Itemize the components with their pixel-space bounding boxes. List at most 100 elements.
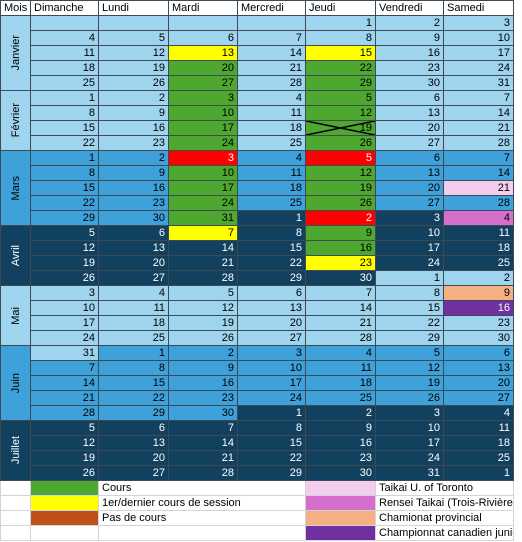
day-cell: 18: [98, 315, 169, 331]
day-cell: 5: [305, 150, 376, 166]
day-cell: 20: [375, 180, 444, 196]
month-label: Juin: [9, 372, 22, 394]
day-cell: 19: [30, 450, 99, 466]
legend-empty: [0, 510, 31, 526]
day-cell: 6: [375, 150, 444, 166]
day-cell: 3: [30, 285, 99, 301]
day-cell: 16: [305, 435, 376, 451]
legend-swatch: [305, 495, 376, 511]
day-cell: 5: [305, 90, 376, 106]
column-header: Mois: [0, 0, 31, 16]
day-cell: 14: [168, 240, 238, 256]
day-cell: 4: [98, 285, 169, 301]
day-cell: 4: [237, 90, 306, 106]
legend-row: Championnat canadien junior: [0, 525, 514, 541]
day-cell: 1: [443, 465, 514, 481]
day-cell: 19: [168, 315, 238, 331]
day-cell: 15: [98, 375, 169, 391]
day-cell: 6: [443, 345, 514, 361]
day-cell: 5: [168, 285, 238, 301]
day-cell: 15: [375, 300, 444, 316]
day-cell: 27: [237, 330, 306, 346]
day-cell: 22: [237, 255, 306, 271]
day-cell: 10: [443, 30, 514, 46]
day-cell: 22: [30, 135, 99, 151]
empty-day: [237, 15, 306, 31]
month-cell: Janvier: [0, 15, 31, 91]
day-cell: 30: [98, 210, 169, 226]
day-cell: 17: [443, 45, 514, 61]
legend-swatch: [305, 510, 376, 526]
day-cell: 27: [375, 135, 444, 151]
week-row: Juillet 5 6 7 8 9 10 11: [0, 420, 514, 481]
day-cell: 17: [168, 120, 238, 136]
day-cell: 2: [305, 210, 376, 226]
day-cell: 27: [168, 75, 238, 91]
day-cell: 30: [305, 270, 376, 286]
day-cell: 29: [30, 210, 99, 226]
day-cell: 26: [305, 135, 376, 151]
week-row: 7 8 9 10 11 12 13: [1, 360, 514, 376]
day-cell: 10: [30, 300, 99, 316]
cross-mark: [306, 121, 375, 135]
day-cell: 6: [98, 420, 169, 436]
day-cell: 18: [305, 375, 376, 391]
legend-swatch: [30, 525, 99, 541]
day-cell: 31: [168, 210, 238, 226]
day-cell: 12: [30, 240, 99, 256]
day-cell: 13: [98, 435, 169, 451]
day-cell: 27: [375, 195, 444, 211]
day-cell: 28: [168, 465, 238, 481]
day-cell: 15: [30, 120, 99, 136]
day-cell: 21: [443, 180, 514, 196]
day-cell: 13: [375, 105, 444, 121]
day-cell: 13: [443, 360, 514, 376]
week-row: 28 29 30 1 2 3 4: [1, 405, 514, 421]
day-cell: 13: [375, 165, 444, 181]
day-cell: 8: [98, 360, 169, 376]
week-row: Mai 3 4 5 6 7 8 9: [0, 285, 514, 346]
legend-row: Cours Taikai U. of Toronto: [0, 480, 514, 496]
day-cell: 1: [237, 210, 306, 226]
day-cell: 11: [30, 45, 99, 61]
day-cell: 26: [375, 390, 444, 406]
day-cell: 23: [305, 450, 376, 466]
month-label: Mai: [9, 306, 22, 325]
day-cell: 12: [168, 300, 238, 316]
day-cell: 5: [30, 225, 99, 241]
day-cell: 8: [30, 105, 99, 121]
day-cell: 31: [443, 75, 514, 91]
day-cell: 7: [237, 30, 306, 46]
day-cell: 5: [375, 345, 444, 361]
empty-day: [98, 15, 169, 31]
day-cell: 8: [237, 420, 306, 436]
day-cell: 30: [168, 405, 238, 421]
week-row: 24 25 26 27 28 29 30: [1, 330, 514, 346]
month-cell: Février: [0, 90, 31, 151]
day-cell: 25: [98, 330, 169, 346]
day-cell: 4: [237, 150, 306, 166]
day-cell: 16: [443, 300, 514, 316]
day-cell: 25: [237, 135, 306, 151]
column-header: Lundi: [98, 0, 169, 16]
day-cell: 11: [237, 165, 306, 181]
day-cell: 28: [237, 75, 306, 91]
week-row: Avril 5 6 7 8 9 10 11: [0, 225, 514, 286]
day-cell: 31: [30, 345, 99, 361]
day-cell: 14: [305, 300, 376, 316]
day-cell: 24: [30, 330, 99, 346]
legend-label: Rensei Taikai (Trois-Rivières): [375, 495, 514, 511]
legend-swatch: [30, 495, 99, 511]
day-cell: 8: [375, 285, 444, 301]
day-cell: 25: [443, 255, 514, 271]
column-header: Dimanche: [30, 0, 99, 16]
day-cell: 27: [98, 270, 169, 286]
week-row: 26 27 28 29 30 31 1: [1, 465, 514, 481]
day-cell: 23: [305, 255, 376, 271]
day-cell: 15: [30, 180, 99, 196]
legend-label: Chamionat provincial: [375, 510, 514, 526]
legend-swatch: [30, 480, 99, 496]
week-row: 11 12 13 14 15 16 17: [1, 45, 514, 61]
day-cell: 2: [98, 150, 169, 166]
